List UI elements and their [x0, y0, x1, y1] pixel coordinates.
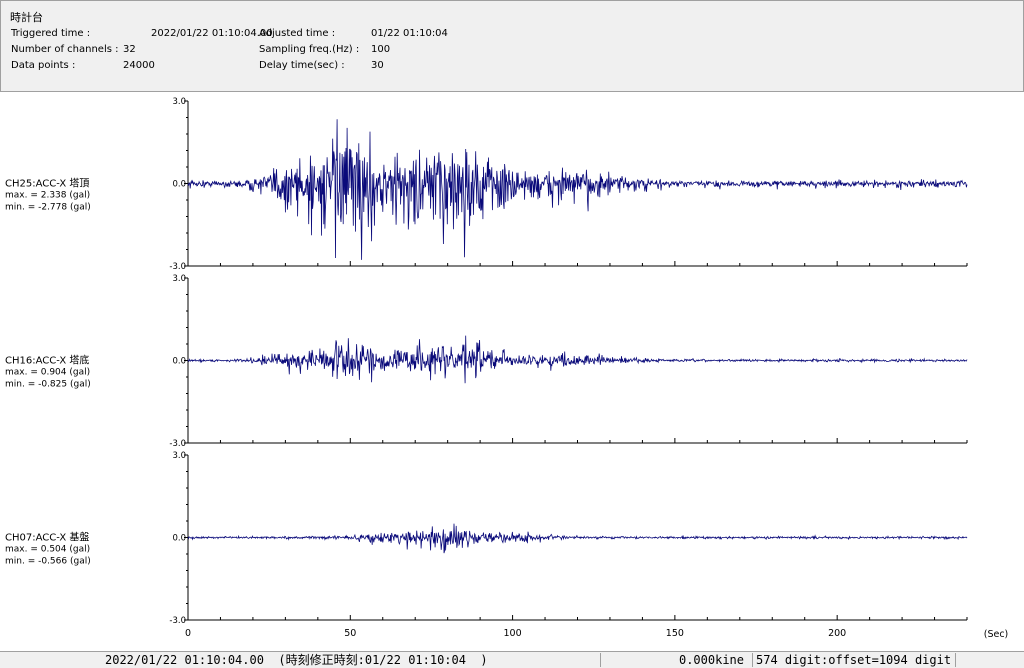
channel-name: CH07:ACC-X 基盤 — [5, 531, 89, 544]
waveform-line — [187, 523, 968, 554]
y-tick-label: 3.0 — [172, 274, 186, 284]
x-unit-label: (Sec) — [984, 629, 1009, 640]
y-tick-label: 0.0 — [172, 357, 186, 367]
channel-max: max. = 0.904 (gal) — [5, 368, 90, 378]
y-tick-label: -3.0 — [169, 439, 186, 449]
x-tick-label: 150 — [666, 628, 684, 639]
adjusted-time-value: 01/22 01:10:04 — [371, 28, 448, 39]
channels-label: Number of channels : — [11, 44, 119, 55]
info-header: 時計台 Triggered time : 2022/01/22 01:10:04… — [0, 0, 1024, 92]
sampling-freq-value: 100 — [371, 44, 391, 55]
channel-min: min. = -0.825 (gal) — [5, 380, 91, 390]
sampling-freq-label: Sampling freq.(Hz) : — [259, 44, 360, 55]
status-time: 2022/01/22 01:10:04.00 (時刻修正時刻:01/22 01:… — [105, 653, 488, 667]
status-empty-pane — [955, 653, 1024, 667]
adjusted-time-label: Adjusted time : — [259, 28, 336, 39]
data-points-value: 24000 — [123, 60, 155, 71]
status-kine: 0.000kine — [600, 653, 750, 667]
y-tick-label: 0.0 — [172, 180, 186, 190]
channel-min: min. = -2.778 (gal) — [5, 203, 91, 213]
channels-value: 32 — [123, 44, 136, 55]
triggered-time-value: 2022/01/22 01:10:04.00 — [151, 28, 273, 39]
channel-name: CH16:ACC-X 塔底 — [5, 354, 89, 367]
x-tick-label: 0 — [185, 628, 191, 639]
status-bar: 2022/01/22 01:10:04.00 (時刻修正時刻:01/22 01:… — [0, 651, 1024, 668]
y-tick-label: -3.0 — [169, 616, 186, 626]
delay-time-label: Delay time(sec) : — [259, 60, 345, 71]
y-tick-label: 3.0 — [172, 451, 186, 461]
y-tick-label: 0.0 — [172, 534, 186, 544]
status-digit: 574 digit:offset=1094 digit — [752, 653, 952, 667]
channel-min: min. = -0.566 (gal) — [5, 557, 91, 567]
channel-max: max. = 0.504 (gal) — [5, 545, 90, 555]
x-tick-label: 100 — [504, 628, 522, 639]
waveform-line — [187, 335, 968, 384]
y-tick-label: -3.0 — [169, 262, 186, 272]
waveform-line — [187, 119, 968, 260]
waveform-chart-area: 3.0 0.0 -3.0 CH25:ACC-X 塔頂 max. = 2.338 (gal… — [0, 94, 1024, 650]
x-tick-label: 200 — [828, 628, 846, 639]
channel-name: CH25:ACC-X 塔頂 — [5, 177, 89, 190]
y-tick-label: 3.0 — [172, 97, 186, 107]
data-points-label: Data points : — [11, 60, 76, 71]
delay-time-value: 30 — [371, 60, 384, 71]
triggered-time-label: Triggered time : — [11, 28, 91, 39]
channel-max: max. = 2.338 (gal) — [5, 191, 90, 201]
station-title: 時計台 — [10, 11, 43, 24]
x-tick-label: 50 — [344, 628, 356, 639]
